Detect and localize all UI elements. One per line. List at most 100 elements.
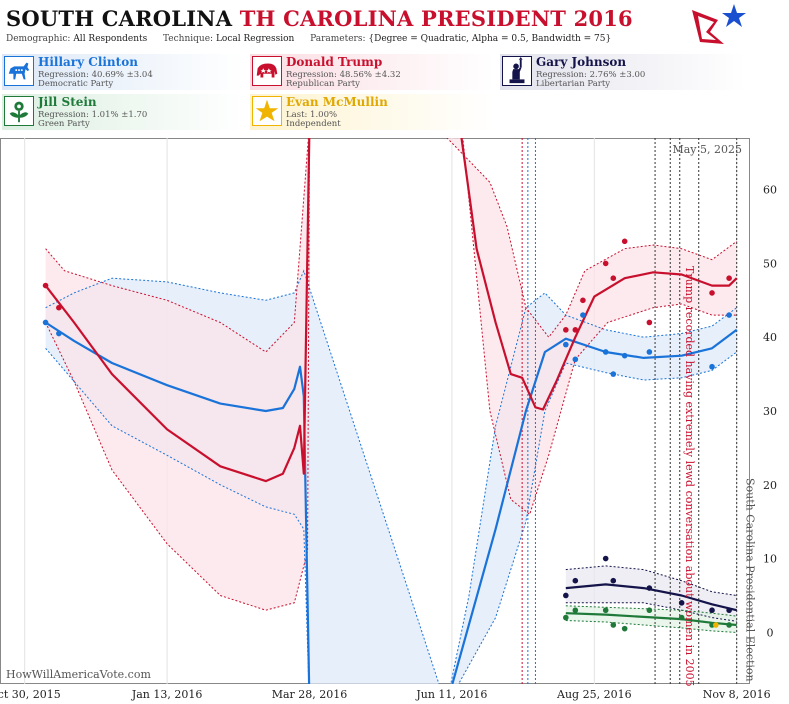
- y-tick-label-1: 10: [763, 553, 777, 566]
- title-race: TH CAROLINA PRESIDENT 2016: [239, 6, 633, 31]
- y-tick-label-5: 50: [763, 257, 777, 270]
- poll-point-3-8: [726, 622, 732, 628]
- poll-point-1-4: [580, 297, 586, 304]
- star-icon: [252, 96, 282, 126]
- poll-point-2-3: [610, 577, 617, 584]
- band-lower-3: [565, 620, 737, 633]
- poll-point-0-1: [56, 330, 62, 337]
- y-tick-label-4: 40: [763, 331, 777, 344]
- poll-point-2-1: [572, 577, 579, 584]
- poll-point-0-6: [610, 371, 617, 377]
- x-tick-label-5: Nov 8, 2016: [703, 688, 771, 701]
- demographic-label: Demographic:: [6, 34, 71, 44]
- candidate-party: Independent: [286, 119, 341, 129]
- poll-point-0-2: [563, 341, 569, 348]
- poll-point-1-2: [563, 327, 569, 333]
- parameters-value: {Degree = Quadratic, Alpha = 0.5, Bandwi…: [368, 34, 612, 44]
- poll-point-3-2: [602, 607, 609, 614]
- poll-point-3-4: [621, 625, 628, 632]
- y-tick-label-0: 0: [767, 626, 774, 639]
- x-tick-label-2: Mar 28, 2016: [272, 688, 348, 701]
- snapshot-date: May 5, 2025: [672, 143, 742, 156]
- poll-point-1-9: [709, 290, 715, 296]
- poll-point-3-6: [678, 614, 685, 621]
- band-lower-0: [45, 347, 737, 684]
- poll-point-2-6: [709, 607, 715, 614]
- plot-area: [24, 138, 738, 684]
- poll-point-3-5: [646, 607, 653, 614]
- x-tick-label-3: Jun 11, 2016: [415, 688, 487, 701]
- trend-line-2: [565, 583, 737, 612]
- candidate-name: Gary Johnson: [536, 55, 627, 69]
- band-upper-0: [45, 269, 737, 684]
- statue-of-liberty-icon: [502, 56, 532, 86]
- demographic-value: All Respondents: [73, 34, 148, 44]
- technique-value: Local Regression: [215, 34, 295, 44]
- poll-point-0-4: [580, 312, 586, 318]
- legend-donald-trump[interactable]: Donald Trump Regression: 48.56% ±4.32 Re…: [250, 54, 494, 90]
- poll-point-0-7: [621, 352, 628, 359]
- candidate-name: Evan McMullin: [286, 95, 388, 109]
- poll-point-0-9: [709, 363, 715, 370]
- band-lower-2: [565, 602, 737, 622]
- poll-point-0-8: [646, 349, 653, 355]
- chart-parameters: Demographic: All Respondents Technique: …: [6, 34, 611, 44]
- candidate-name: Hillary Clinton: [38, 55, 138, 69]
- candidate-party: Republican Party: [286, 79, 360, 89]
- poll-point-0-10: [726, 312, 732, 318]
- candidate-last-value: Last: 1.00%: [286, 110, 338, 120]
- band-1: [45, 138, 737, 611]
- flower-icon: [4, 96, 34, 126]
- band-upper-2: [565, 565, 737, 596]
- band-upper-3: [565, 605, 737, 617]
- poll-point-2-7: [726, 607, 732, 614]
- legend-gary-johnson[interactable]: Gary Johnson Regression: 2.76% ±3.00 Lib…: [500, 54, 746, 90]
- trend-line-0: [45, 321, 738, 684]
- band-upper-1: [45, 138, 737, 353]
- band-2: [565, 565, 737, 622]
- candidate-regression: Regression: 2.76% ±3.00: [536, 70, 646, 80]
- poll-point-1-8: [646, 319, 653, 326]
- candidate-regression: Regression: 1.01% ±1.70: [38, 110, 148, 120]
- legend-evan-mcmullin[interactable]: Evan McMullin Last: 1.00% Independent: [250, 94, 494, 130]
- candidate-name: Donald Trump: [286, 55, 383, 69]
- poll-point-1-3: [572, 327, 579, 333]
- y-tick-label-3: 30: [763, 405, 777, 418]
- poll-point-1-6: [610, 275, 617, 281]
- watermark: HowWillAmericaVote.com: [6, 668, 151, 681]
- donkey-icon: [4, 56, 34, 86]
- candidate-party: Democratic Party: [38, 79, 114, 89]
- poll-point-3-3: [610, 622, 617, 628]
- trend-line-1: [44, 138, 738, 483]
- poll-point-3-0: [563, 614, 569, 621]
- candidate-regression: Regression: 48.56% ±4.32: [286, 70, 401, 80]
- poll-point-1-5: [602, 260, 609, 267]
- legend-jill-stein[interactable]: Jill Stein Regression: 1.01% ±1.70 Green…: [2, 94, 244, 130]
- elephant-icon: [252, 56, 282, 86]
- poll-point-2-4: [646, 585, 653, 591]
- event-label-1: South Carolina Presidential Election: [744, 478, 757, 682]
- candidate-party: Green Party: [38, 119, 90, 129]
- event-label-0: Trump recorded having extremely lewd con…: [683, 266, 696, 687]
- poll-point-2-0: [563, 592, 569, 599]
- poll-point-3-1: [572, 607, 579, 614]
- poll-point-0-3: [572, 356, 579, 363]
- x-tick-label-4: Aug 25, 2016: [556, 688, 632, 701]
- parameters-label: Parameters:: [310, 34, 366, 44]
- poll-point-1-0: [42, 282, 49, 289]
- technique-label: Technique:: [163, 34, 214, 44]
- poll-point-2-5: [678, 600, 685, 606]
- legend-hillary-clinton[interactable]: Hillary Clinton Regression: 40.69% ±3.04…: [2, 54, 244, 90]
- y-tick-label-2: 20: [763, 479, 777, 492]
- title-state: SOUTH CAROLINA: [6, 6, 233, 31]
- poll-point-4-0: [713, 622, 719, 628]
- poll-point-0-5: [602, 349, 609, 355]
- poll-point-1-7: [621, 238, 628, 245]
- candidate-name: Jill Stein: [38, 95, 97, 109]
- candidate-regression: Regression: 40.69% ±3.04: [38, 70, 153, 80]
- band-lower-1: [45, 138, 737, 611]
- poll-point-1-1: [56, 304, 62, 311]
- candidate-party: Libertarian Party: [536, 79, 611, 89]
- poll-point-0-0: [42, 319, 49, 326]
